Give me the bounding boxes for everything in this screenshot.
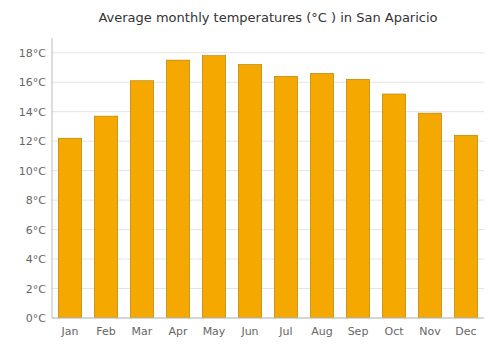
y-tick-label: 6°C	[26, 224, 46, 237]
x-tick-label: Sep	[348, 325, 369, 338]
x-axis-line	[52, 318, 484, 319]
grid	[52, 53, 484, 318]
x-tick-label: Feb	[96, 325, 115, 338]
chart-container: Average monthly temperatures (°C ) in Sa…	[0, 0, 500, 350]
grid-line	[52, 52, 484, 53]
bar	[418, 113, 441, 318]
x-tick-label: Jan	[61, 325, 79, 338]
title: Average monthly temperatures (°C ) in Sa…	[98, 10, 437, 25]
y-tick-label: 18°C	[19, 47, 46, 60]
bar	[94, 116, 117, 318]
x-tick-label: Jun	[240, 325, 258, 338]
y-tick-label: 10°C	[19, 165, 46, 178]
y-tick-label: 14°C	[19, 106, 46, 119]
grid-line	[52, 111, 484, 112]
bar	[238, 65, 261, 318]
chart: Average monthly temperatures (°C ) in Sa…	[0, 0, 500, 350]
x-tick-label: Mar	[132, 325, 153, 338]
bar	[166, 60, 189, 318]
bar	[130, 81, 153, 318]
bar	[274, 76, 297, 318]
bar	[58, 138, 81, 318]
y-tick-label: 0°C	[26, 312, 46, 325]
y-tick-label: 16°C	[19, 76, 46, 89]
y-tick-label: 8°C	[26, 194, 46, 207]
x-tick-label: Apr	[168, 325, 188, 338]
x-tick-label: Aug	[311, 325, 332, 338]
x-tick-label: Nov	[419, 325, 441, 338]
bar	[202, 56, 225, 318]
y-tick-label: 4°C	[26, 253, 46, 266]
x-tick-label: Oct	[384, 325, 404, 338]
x-tick-label: Jul	[278, 325, 292, 338]
bar	[346, 79, 369, 318]
grid-line	[52, 82, 484, 83]
y-tick-label: 2°C	[26, 283, 46, 296]
x-tick-label: May	[203, 325, 226, 338]
bar	[310, 73, 333, 318]
bar	[454, 135, 477, 318]
x-tick-label: Dec	[455, 325, 476, 338]
y-tick-label: 12°C	[19, 135, 46, 148]
grid-line	[52, 318, 484, 319]
bars	[58, 56, 477, 318]
bar	[382, 94, 405, 318]
y-axis-line	[52, 38, 53, 318]
